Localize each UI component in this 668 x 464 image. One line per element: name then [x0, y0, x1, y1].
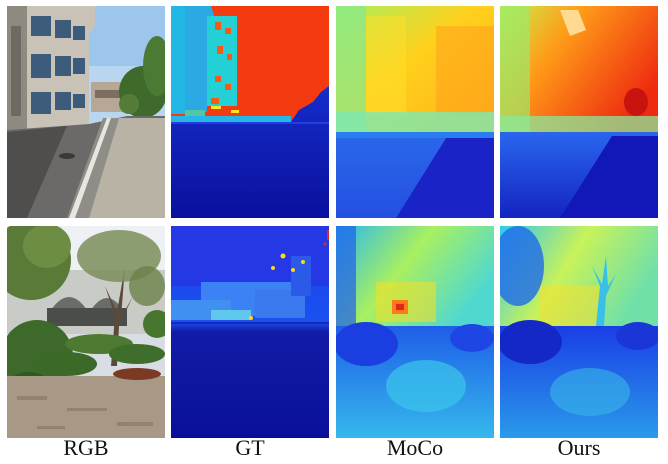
- rgb-image-row1: [7, 6, 165, 218]
- column-label-gt: GT: [235, 435, 265, 460]
- column-label-rgb: RGB: [63, 435, 109, 460]
- ours-depth-row2: [500, 226, 658, 438]
- moco-depth-row2: [336, 226, 494, 438]
- gt-depth-row2: [171, 226, 329, 438]
- rgb-image-row2: [7, 226, 165, 438]
- moco-depth-row1: [336, 6, 494, 218]
- ours-depth-row1: [500, 6, 658, 218]
- gt-depth-row1: [171, 6, 329, 218]
- column-label-ours: Ours: [557, 435, 601, 460]
- column-label-moco: MoCo: [386, 435, 444, 460]
